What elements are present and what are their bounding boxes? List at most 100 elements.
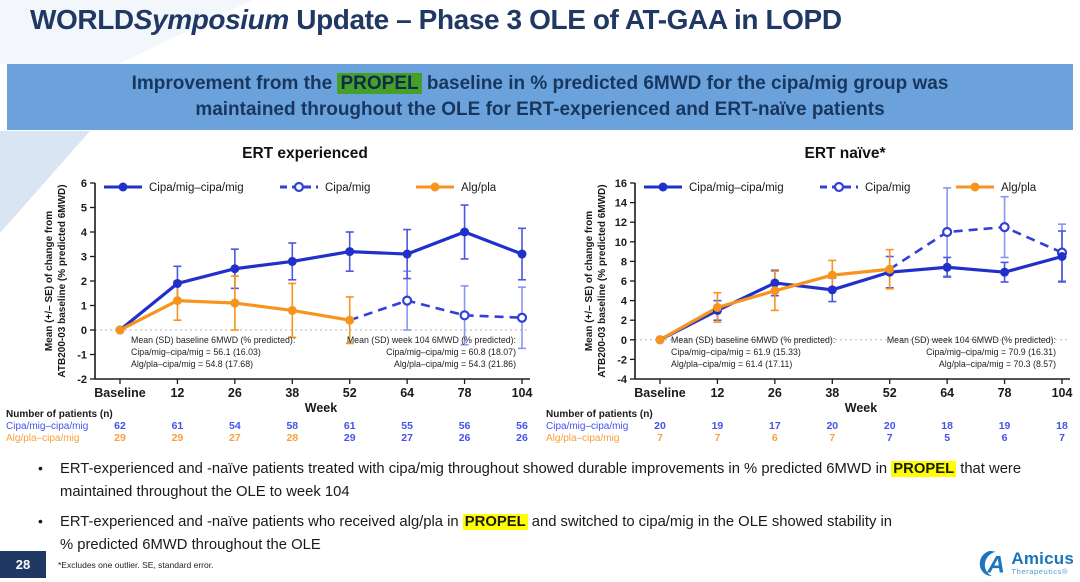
- patient-count: 61: [344, 420, 356, 432]
- bullet-text: ERT-experienced and -naïve patients who …: [60, 513, 463, 530]
- chart-panel-ert-naive: ERT naïve* -4 -2 0 2 4 6 8 10 12 14 16 Baseline 12 26…: [540, 145, 1080, 451]
- patient-count: 54: [229, 420, 241, 432]
- data-point: [516, 312, 528, 323]
- annotation-baseline: Mean (SD) baseline 6MWD (% predicted):: [131, 335, 295, 345]
- charts-row: ERT experienced -2 -1 0 1 2 3 4 5 6 Baseline 12 26 3…: [0, 145, 1080, 451]
- amicus-logo: A Amicus Therapeutics®: [977, 547, 1074, 579]
- x-tick-label: 64: [400, 386, 414, 400]
- data-point: [827, 285, 837, 295]
- x-axis-label: Week: [305, 401, 337, 415]
- chart-title-ert-experienced: ERT experienced: [242, 145, 368, 162]
- x-tick-label: 26: [228, 386, 242, 400]
- patient-count: 7: [715, 432, 721, 444]
- data-point: [230, 264, 240, 274]
- data-point: [345, 315, 355, 325]
- x-tick-label: Baseline: [94, 386, 145, 400]
- y-tick-label: 0: [81, 325, 87, 337]
- patient-count: 7: [887, 432, 893, 444]
- x-tick-label: 12: [170, 386, 184, 400]
- annotation-baseline: Mean (SD) baseline 6MWD (% predicted):: [671, 335, 835, 345]
- data-point: [999, 221, 1010, 233]
- x-tick-label: 104: [1052, 386, 1073, 400]
- annotation-week104: Cipa/mig–cipa/mig = 70.9 (16.31): [926, 347, 1056, 357]
- patient-count: 19: [712, 420, 724, 432]
- legend-label: Cipa/mig–cipa/mig: [689, 182, 784, 194]
- x-tick-label: 52: [343, 386, 357, 400]
- data-point: [402, 295, 413, 306]
- banner-line-1: Improvement from the PROPEL baseline in …: [131, 71, 948, 97]
- y-axis-label: Mean (+/– SE) of change from: [584, 211, 595, 351]
- amicus-logo-icon: A: [980, 550, 1006, 578]
- y-tick-label: 0: [621, 335, 627, 347]
- patients-row-label: Cipa/mig–cipa/mig: [6, 421, 88, 432]
- banner-line-2: maintained throughout the OLE for ERT-ex…: [195, 99, 885, 120]
- page-title: WORLDSymposium Update – Phase 3 OLE of A…: [30, 4, 842, 36]
- y-tick-label: 14: [615, 198, 628, 210]
- data-point: [942, 262, 952, 272]
- data-point: [345, 247, 355, 257]
- patient-count: 55: [401, 420, 413, 432]
- bullet-text: that were: [956, 461, 1022, 477]
- legend-marker: [430, 182, 440, 192]
- y-tick-label: 16: [615, 178, 627, 190]
- logo-swoosh: [980, 550, 997, 577]
- legend-label: Cipa/mig: [325, 182, 370, 194]
- x-tick-label: 26: [768, 386, 782, 400]
- x-tick-label: 38: [825, 386, 839, 400]
- legend-marker: [970, 182, 980, 192]
- annotation-week104: Alg/pla–cipa/mig = 70.3 (8.57): [939, 359, 1056, 369]
- patient-count: 26: [516, 432, 528, 444]
- banner-text: Improvement from the: [131, 72, 338, 94]
- bullet-text: and switched to cipa/mig in the OLE show…: [527, 513, 892, 530]
- data-point: [115, 325, 125, 335]
- patients-row-label: Alg/pla–cipa/mig: [6, 433, 79, 444]
- logo-letter-a: A: [987, 551, 1006, 578]
- patients-header: Number of patients (n): [546, 409, 653, 420]
- logo-name: Amicus: [1011, 549, 1074, 569]
- x-tick-label: 52: [883, 386, 897, 400]
- data-point: [885, 264, 895, 274]
- x-tick-label: 12: [710, 386, 724, 400]
- y-tick-label: 4: [81, 227, 88, 239]
- y-tick-label: -4: [617, 374, 628, 386]
- series-line: [118, 230, 523, 332]
- logo-text: Amicus Therapeutics®: [1011, 550, 1074, 576]
- y-tick-label: -1: [77, 350, 87, 362]
- propel-highlight-yellow: PROPEL: [891, 461, 957, 477]
- legend-marker: [833, 181, 845, 193]
- patient-count: 27: [401, 432, 413, 444]
- key-message-banner: Improvement from the PROPEL baseline in …: [7, 64, 1073, 130]
- x-tick-label: Baseline: [634, 386, 685, 400]
- y-tick-label: 2: [81, 276, 87, 288]
- data-point: [827, 270, 837, 280]
- data-point: [1057, 252, 1067, 261]
- data-point: [230, 298, 240, 308]
- data-point: [770, 278, 780, 288]
- patient-count: 19: [999, 420, 1011, 432]
- x-tick-label: 64: [940, 386, 954, 400]
- x-axis-label: Week: [845, 401, 877, 415]
- annotation-week104: Cipa/mig–cipa/mig = 60.8 (18.07): [386, 347, 516, 357]
- data-point: [172, 296, 182, 306]
- y-tick-label: 3: [81, 252, 87, 264]
- x-tick-label: 38: [285, 386, 299, 400]
- patient-count: 62: [114, 420, 126, 432]
- summary-bullets: ERT-experienced and -naïve patients trea…: [30, 458, 1050, 564]
- bullet-text: maintained throughout the OLE to week 10…: [60, 483, 350, 500]
- series-line: [349, 299, 523, 322]
- y-tick-label: -2: [617, 354, 627, 366]
- chart-title-ert-naive: ERT naïve*: [804, 145, 886, 162]
- patient-count: 18: [1056, 420, 1068, 432]
- data-point: [287, 305, 297, 315]
- legend-label: Alg/pla: [461, 182, 497, 194]
- patient-count: 20: [654, 420, 666, 432]
- patient-count: 7: [657, 432, 663, 444]
- legend-label: Cipa/mig–cipa/mig: [149, 182, 244, 194]
- patient-count: 26: [459, 432, 471, 444]
- propel-highlight-green: PROPEL: [337, 72, 422, 94]
- y-tick-label: 1: [81, 301, 87, 313]
- patient-count: 17: [769, 420, 781, 432]
- y-tick-label: 4: [621, 296, 628, 308]
- propel-highlight-yellow: PROPEL: [462, 513, 528, 530]
